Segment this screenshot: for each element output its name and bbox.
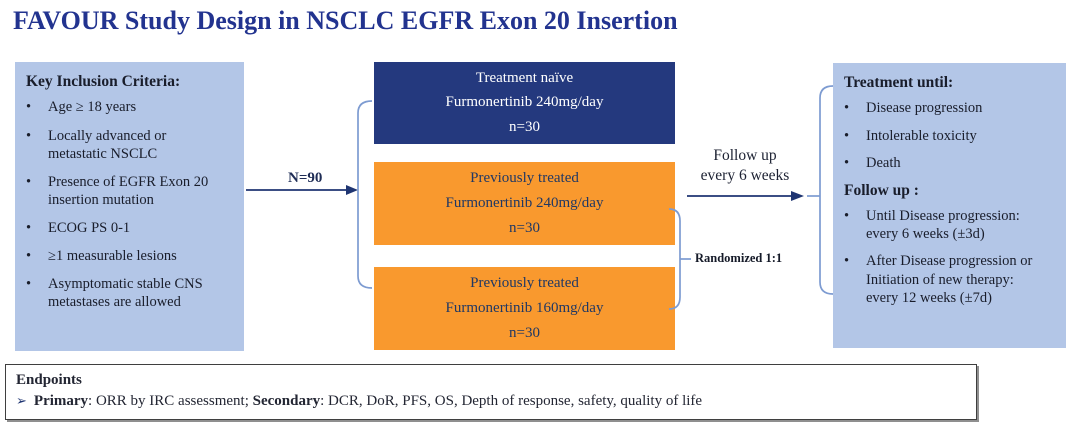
arm-dose: Furmonertinib 240mg/day <box>445 195 604 211</box>
outcome-bullet: Death <box>866 154 901 171</box>
primary-endpoint-text: : ORR by IRC assessment; <box>88 393 253 409</box>
inclusion-bullet: ≥1 measurable lesions <box>48 248 177 265</box>
arm-population: Previously treated <box>470 170 579 186</box>
arrowhead-bullet-icon: ➢ <box>16 394 27 409</box>
list-item: • ≥1 measurable lesions <box>26 247 233 265</box>
arm-previously-treated-240: Previously treated Furmonertinib 240mg/d… <box>374 162 675 245</box>
bullet-icon: • <box>26 220 32 236</box>
secondary-endpoint-text: : DCR, DoR, PFS, OS, Depth of response, … <box>320 393 703 409</box>
bullet-icon: • <box>26 173 32 190</box>
primary-endpoint-label: Primary <box>33 393 89 409</box>
arm-dose: Furmonertinib 160mg/day <box>445 300 604 316</box>
bullet-icon: • <box>844 253 850 270</box>
arm-n: n=30 <box>509 119 540 136</box>
outcome-bullet: Intolerable toxicity <box>866 127 977 144</box>
arm-population: Previously treated <box>470 275 579 291</box>
list-item: • Presence of EGFR Exon 20 insertion mut… <box>26 173 233 209</box>
bullet-icon: • <box>844 127 850 144</box>
secondary-endpoint-label: Secondary <box>252 393 321 409</box>
bullet-icon: • <box>26 248 32 265</box>
outcome-bullet: Disease progression <box>866 100 983 117</box>
endpoints-header: Endpoints <box>16 372 82 388</box>
slide-title: FAVOUR Study Design in NSCLC EGFR Exon 2… <box>13 6 678 35</box>
list-item: • Asymptomatic stable CNS metastases are… <box>26 275 233 311</box>
inclusion-bullet: Locally advanced or metastatic NSCLC <box>48 127 167 162</box>
followup-arrowhead-icon <box>791 191 804 201</box>
followup-bullet: After Disease progression or Initiation … <box>866 253 1033 306</box>
bullet-icon: • <box>844 208 850 225</box>
list-item: • Until Disease progression: every 6 wee… <box>844 207 1055 243</box>
arm-n: n=30 <box>509 325 540 341</box>
bullet-icon: • <box>844 154 850 171</box>
list-item: • Death <box>844 154 1055 172</box>
bullet-icon: • <box>26 127 32 144</box>
arm-previously-treated-160: Previously treated Furmonertinib 160mg/d… <box>374 267 675 350</box>
outcome-panel: Treatment until: • Disease progression •… <box>833 63 1066 348</box>
list-item: • After Disease progression or Initiatio… <box>844 252 1055 306</box>
followup-arrow-label: Follow up every 6 weeks <box>700 147 790 185</box>
endpoints-box: Endpoints ➢ Primary: ORR by IRC assessmen… <box>5 364 977 420</box>
inclusion-header: Key Inclusion Criteria: <box>26 73 181 90</box>
follow-up-header: Follow up : <box>844 181 919 199</box>
list-item: • Locally advanced or metastatic NSCLC <box>26 127 233 163</box>
list-item: • Age ≥ 18 years <box>26 98 233 116</box>
inclusion-criteria-panel: Key Inclusion Criteria: • Age ≥ 18 years… <box>15 62 244 351</box>
enrollment-label: N=90 <box>288 170 323 186</box>
inclusion-bullet: Asymptomatic stable CNS metastases are a… <box>48 276 203 311</box>
endpoints-line: ➢ Primary: ORR by IRC assessment; Seconda… <box>16 391 966 412</box>
randomization-label: Randomized 1:1 <box>695 251 783 265</box>
bullet-icon: • <box>844 100 850 117</box>
inclusion-bullet: Presence of EGFR Exon 20 insertion mutat… <box>48 173 209 208</box>
followup-bullet: Until Disease progression: every 6 weeks… <box>866 208 1020 243</box>
enrollment-arrowhead-icon <box>346 185 358 195</box>
arm-treatment-naive: Treatment naïve Furmonertinib 240mg/day … <box>374 62 675 144</box>
arms-bracket <box>357 100 373 289</box>
list-item: • Intolerable toxicity <box>844 127 1055 145</box>
inclusion-bullet: ECOG PS 0-1 <box>48 220 131 236</box>
list-item: • Disease progression <box>844 99 1055 117</box>
treatment-until-header: Treatment until: <box>844 74 954 91</box>
arm-population: Treatment naïve <box>475 69 574 86</box>
outcome-bracket <box>819 85 834 295</box>
list-item: • ECOG PS 0-1 <box>26 219 233 237</box>
bullet-icon: • <box>26 276 32 293</box>
bullet-icon: • <box>26 99 32 116</box>
arm-dose: Furmonertinib 240mg/day <box>445 94 604 111</box>
inclusion-bullet: Age ≥ 18 years <box>48 99 137 116</box>
arm-n: n=30 <box>509 220 540 236</box>
